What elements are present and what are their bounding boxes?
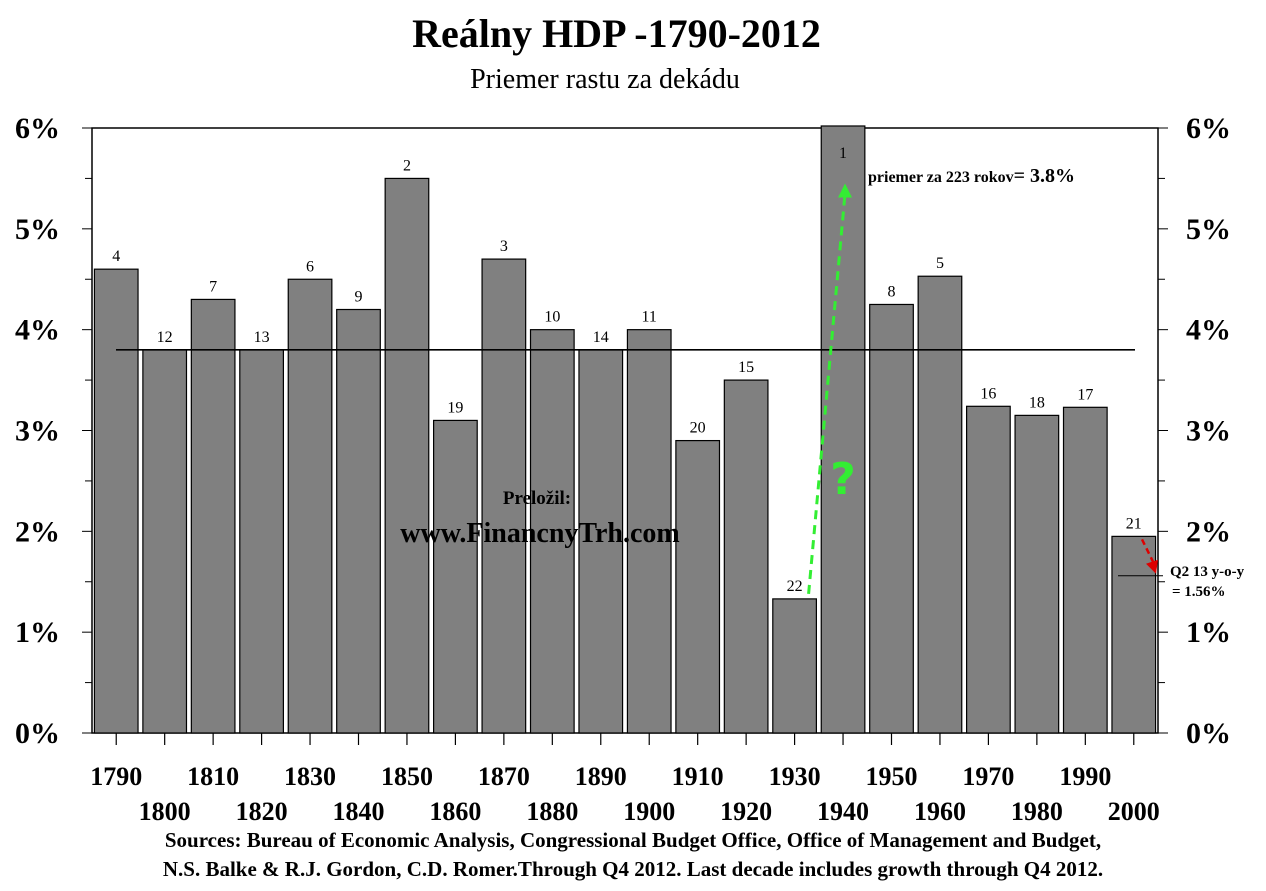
x-tick-label: 1860 — [429, 797, 481, 826]
x-tick-label: 1960 — [914, 797, 966, 826]
bar-rank-label: 21 — [1126, 515, 1142, 532]
y-tick-label-right: 0% — [1186, 717, 1231, 750]
bar-rank-label: 17 — [1077, 386, 1093, 403]
bar-1910 — [675, 439, 721, 734]
average-annotation-label: priemer za 223 rokov — [868, 169, 1014, 186]
bar-1960 — [917, 275, 963, 734]
y-tick-label-right: 5% — [1186, 213, 1231, 246]
y-tick-label-right: 6% — [1186, 112, 1231, 145]
bar-1970 — [966, 405, 1011, 734]
x-tick-label: 1990 — [1059, 762, 1111, 791]
y-tick-label-left: 4% — [15, 314, 60, 347]
red-arrow-head — [1146, 559, 1158, 574]
x-tick-label: 1900 — [623, 797, 675, 826]
y-tick-label-right: 1% — [1186, 616, 1231, 649]
chart-title-prefix: Reálny HDP - — [412, 11, 648, 56]
x-tick-label: 2000 — [1108, 797, 1160, 826]
sources-note: Sources: Bureau of Economic Analysis, Co… — [0, 826, 1266, 884]
bar-rank-label: 10 — [544, 309, 560, 326]
bar-1850 — [384, 177, 430, 734]
sources-line-2: N.S. Balke & R.J. Gordon, C.D. Romer.Thr… — [162, 857, 1104, 881]
x-tick-label: 1940 — [817, 797, 869, 826]
x-tick-label: 1910 — [672, 762, 724, 791]
bar-rank-label: 9 — [355, 289, 363, 306]
bar-1820 — [239, 349, 284, 734]
bar-rank-label: 5 — [936, 255, 944, 272]
x-tick-label: 1970 — [962, 762, 1014, 791]
x-tick-label: 1790 — [90, 762, 142, 791]
green-arrow-head — [838, 183, 853, 198]
x-tick-label: 1830 — [284, 762, 336, 791]
bar-rank-label: 19 — [447, 399, 463, 416]
bar-rank-label: 20 — [690, 420, 706, 437]
bar-1930 — [772, 598, 817, 734]
translator-url: www.FinancnyTrh.com — [400, 518, 680, 549]
bar-rank-label: 8 — [888, 283, 896, 300]
bar-rank-label: 3 — [500, 238, 508, 255]
y-tick-label-left: 2% — [15, 515, 60, 548]
bar-rank-label: 15 — [738, 359, 754, 376]
q2-label-line-2: = 1.56% — [1172, 584, 1226, 600]
bar-rank-label: 12 — [157, 329, 173, 346]
bar-1900 — [626, 329, 672, 734]
bar-rank-label: 6 — [306, 258, 314, 275]
bar-1980 — [1014, 414, 1060, 734]
x-tick-label: 1820 — [236, 797, 288, 826]
q2-label-line-1: Q2 13 y-o-y — [1170, 564, 1245, 580]
y-tick-label-left: 5% — [15, 213, 60, 246]
x-tick-label: 1980 — [1011, 797, 1063, 826]
red-arrow-line — [1140, 538, 1155, 563]
bar-1880 — [529, 329, 575, 734]
average-annotation: priemer za 223 rokov= 3.8% — [868, 165, 1075, 187]
y-tick-label-right: 3% — [1186, 415, 1231, 448]
x-tick-label: 1890 — [575, 762, 627, 791]
bar-rank-label: 2 — [403, 157, 411, 174]
y-tick-label-left: 6% — [15, 112, 60, 145]
translator-label: Preložil: — [503, 488, 571, 509]
chart-title-years: 1790-2012 — [647, 11, 821, 56]
bar-1890 — [578, 349, 624, 734]
bar-rank-label: 13 — [254, 329, 270, 346]
bar-1990 — [1062, 406, 1108, 734]
y-tick-label-left: 0% — [15, 717, 60, 750]
x-tick-label: 1930 — [769, 762, 821, 791]
chart-title: Reálny HDP -1790-2012 — [0, 10, 1233, 57]
bar-rank-label: 18 — [1029, 394, 1045, 411]
x-tick-label: 1850 — [381, 762, 433, 791]
x-tick-label: 1800 — [139, 797, 191, 826]
x-tick-label: 1880 — [526, 797, 578, 826]
question-mark: ? — [830, 454, 856, 505]
x-tick-label: 1840 — [333, 797, 385, 826]
bar-1810 — [190, 298, 236, 734]
bar-1920 — [723, 379, 769, 734]
bar-rank-label: 14 — [593, 329, 609, 346]
sources-line-1: Sources: Bureau of Economic Analysis, Co… — [164, 828, 1102, 852]
y-tick-label-right: 2% — [1186, 515, 1231, 548]
y-tick-label-left: 3% — [15, 415, 60, 448]
y-tick-label-right: 4% — [1186, 314, 1231, 347]
bar-rank-label: 7 — [209, 278, 217, 295]
y-tick-label-left: 1% — [15, 616, 60, 649]
bar-1830 — [287, 278, 333, 734]
average-annotation-value: = 3.8% — [1014, 165, 1075, 187]
x-tick-label: 1920 — [720, 797, 772, 826]
bar-rank-label: 4 — [112, 248, 120, 265]
bar-rank-label: 11 — [642, 309, 657, 326]
x-tick-label: 1810 — [187, 762, 239, 791]
chart-subtitle: Priemer rastu za dekádu — [470, 64, 740, 95]
bar-rank-label: 16 — [980, 385, 996, 402]
x-tick-label: 1870 — [478, 762, 530, 791]
bar-1870 — [481, 258, 527, 734]
bar-rank-label: 22 — [787, 578, 803, 595]
bar-1840 — [336, 308, 381, 734]
bar-1790 — [93, 268, 139, 734]
x-tick-label: 1950 — [866, 762, 918, 791]
bar-1950 — [869, 303, 914, 734]
bar-rank-label: 1 — [839, 145, 847, 162]
bar-1860 — [433, 419, 478, 734]
bar-1800 — [142, 349, 188, 734]
bar-2000 — [1111, 535, 1157, 734]
green-arrow-line — [807, 193, 847, 595]
